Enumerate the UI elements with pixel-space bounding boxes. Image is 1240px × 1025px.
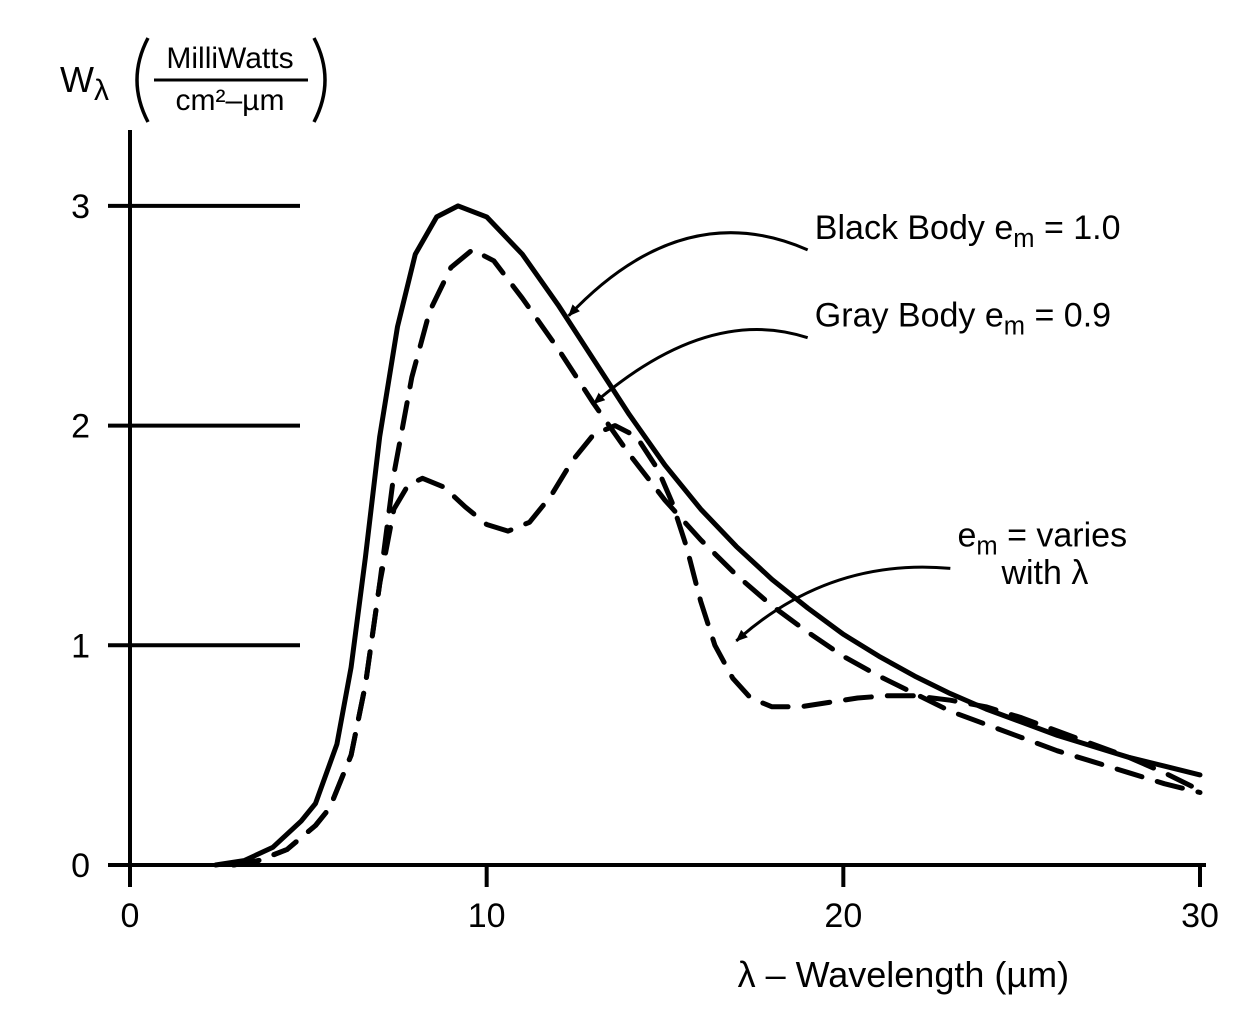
x-tick-label: 30: [1181, 897, 1219, 935]
y-title-numerator: MilliWatts: [166, 42, 293, 75]
leader-gray-body: [594, 329, 808, 403]
y-tick-label: 3: [71, 188, 90, 226]
y-axis-title: Wλ MilliWatts cm²–µm: [60, 38, 325, 122]
leader-black-body: [569, 233, 808, 316]
svg-text:λ: λ: [94, 74, 109, 107]
svg-text:W: W: [60, 59, 94, 100]
y-tick-label: 0: [71, 847, 90, 885]
emission-chart: 01230102030λ – Wavelength (µm)WλMilliWat…: [0, 0, 1240, 1025]
label-gray-body: Gray Body em = 0.9: [815, 297, 1111, 341]
x-tick-label: 20: [824, 897, 862, 935]
y-tick-label: 1: [71, 627, 90, 665]
x-axis-label: λ – Wavelength (µm): [738, 954, 1070, 995]
y-tick-label: 2: [71, 408, 90, 446]
x-tick-label: 10: [468, 897, 506, 935]
label-black-body: Black Body em = 1.0: [815, 209, 1121, 253]
label-varying-line2: with λ: [1000, 554, 1088, 592]
x-tick-label: 0: [121, 897, 140, 935]
y-title-denominator: cm²–µm: [176, 84, 285, 117]
chart-container: 01230102030λ – Wavelength (µm)WλMilliWat…: [0, 0, 1240, 1025]
series-varying-emissivity: [233, 426, 1200, 865]
